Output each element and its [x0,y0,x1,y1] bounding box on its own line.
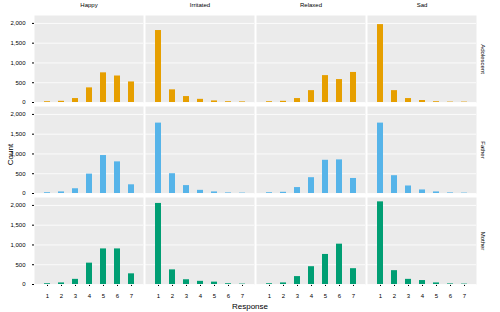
svg-text:2,000: 2,000 [10,20,26,26]
svg-text:1,000: 1,000 [10,60,26,66]
svg-text:Relaxed: Relaxed [300,2,322,8]
svg-text:5: 5 [213,293,217,299]
svg-text:5: 5 [102,293,106,299]
svg-text:0: 0 [22,281,26,287]
svg-text:2: 2 [171,293,175,299]
svg-text:500: 500 [15,171,26,177]
svg-text:500: 500 [15,262,26,268]
svg-text:7: 7 [352,293,356,299]
svg-text:5: 5 [324,293,328,299]
svg-text:7: 7 [241,293,245,299]
svg-text:2: 2 [60,293,64,299]
svg-text:Irritated: Irritated [190,2,210,8]
svg-text:0: 0 [22,99,26,105]
svg-text:3: 3 [407,293,411,299]
svg-text:1: 1 [268,293,272,299]
svg-text:1: 1 [46,293,50,299]
svg-text:7: 7 [130,293,134,299]
svg-text:1: 1 [157,293,161,299]
svg-text:Sad: Sad [417,2,428,8]
svg-text:2: 2 [282,293,286,299]
svg-text:1,500: 1,500 [10,131,26,137]
svg-text:4: 4 [199,293,203,299]
svg-text:500: 500 [15,80,26,86]
svg-text:4: 4 [310,293,314,299]
svg-text:6: 6 [449,293,453,299]
svg-text:2: 2 [393,293,397,299]
svg-text:3: 3 [74,293,78,299]
svg-text:0: 0 [22,190,26,196]
svg-text:1,000: 1,000 [10,242,26,248]
svg-text:Happy: Happy [80,2,97,8]
svg-text:2,000: 2,000 [10,111,26,117]
svg-text:1,500: 1,500 [10,222,26,228]
svg-text:1,500: 1,500 [10,40,26,46]
svg-text:Adolescent: Adolescent [480,44,486,74]
svg-text:7: 7 [463,293,467,299]
svg-text:Mother: Mother [480,232,486,251]
svg-text:3: 3 [296,293,300,299]
svg-text:6: 6 [116,293,120,299]
svg-text:6: 6 [338,293,342,299]
svg-text:4: 4 [88,293,92,299]
svg-text:6: 6 [227,293,231,299]
svg-text:4: 4 [421,293,425,299]
svg-text:1: 1 [379,293,383,299]
svg-text:2,000: 2,000 [10,202,26,208]
svg-text:5: 5 [435,293,439,299]
svg-text:3: 3 [185,293,189,299]
svg-text:Father: Father [480,141,486,158]
